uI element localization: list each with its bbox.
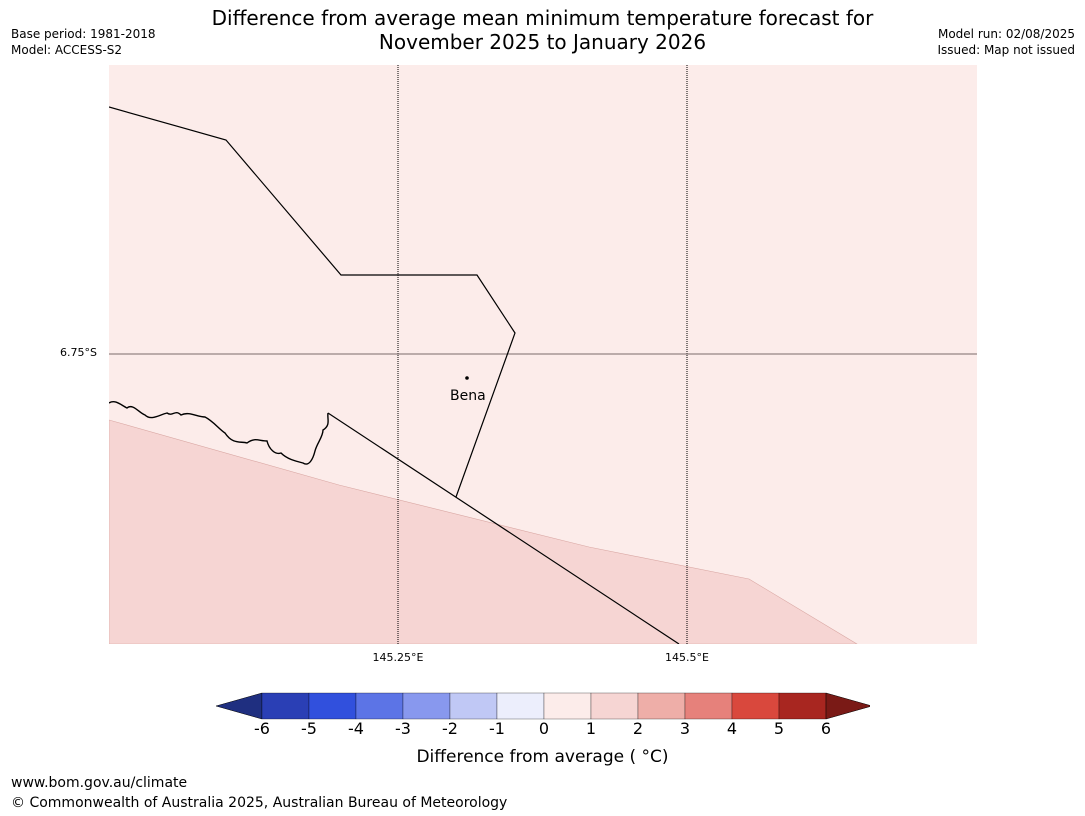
model-name: Model: ACCESS-S2 — [11, 43, 123, 57]
colorbar-tick: -2 — [442, 719, 458, 738]
issued-status: Issued: Map not issued — [937, 43, 1075, 57]
base-period: Base period: 1981-2018 — [11, 27, 156, 41]
bena-marker[interactable] — [465, 376, 469, 380]
footer-url[interactable]: www.bom.gov.au/climate — [11, 775, 188, 791]
colorbar-tick: 0 — [538, 719, 550, 738]
colorbar-tick: -4 — [348, 719, 364, 738]
colorbar-label: Difference from average ( °C) — [416, 747, 669, 767]
province-boundary-south — [327, 412, 680, 644]
model-run: Model run: 02/08/2025 — [937, 27, 1075, 41]
meta-right: Model run: 02/08/2025 Issued: Map not is… — [937, 26, 1075, 58]
province-boundary — [109, 106, 516, 498]
footer-copyright: © Commonwealth of Australia 2025, Austra… — [11, 795, 508, 811]
colorbar-arrow-high — [825, 692, 870, 720]
colorbar-segment — [637, 692, 686, 720]
colorbar-tick: -6 — [254, 719, 270, 738]
meta-left: Base period: 1981-2018 Model: ACCESS-S2 — [11, 26, 156, 58]
colorbar-tick: 2 — [632, 719, 644, 738]
lon-label-145-25: 145.25°E — [372, 651, 424, 664]
zone-2-to-3 — [109, 419, 858, 644]
colorbar-tick: -3 — [395, 719, 411, 738]
colorbar-tick: 6 — [820, 719, 832, 738]
lat-label-6-75: 6.75°S — [60, 346, 97, 359]
colorbar — [216, 692, 870, 720]
colorbar-segment — [590, 692, 639, 720]
colorbar-segment — [449, 692, 498, 720]
colorbar-tick: -5 — [301, 719, 317, 738]
colorbar-segment — [402, 692, 451, 720]
place-label-bena: Bena — [450, 388, 486, 404]
coastline — [109, 400, 329, 465]
colorbar-segment — [778, 692, 827, 720]
colorbar-segment — [308, 692, 357, 720]
colorbar-segment — [261, 692, 310, 720]
map-title: Difference from average mean minimum tem… — [0, 6, 1085, 54]
title-line-2: November 2025 to January 2026 — [378, 30, 707, 54]
colorbar-arrow-low — [216, 692, 263, 720]
colorbar-tick: 5 — [773, 719, 785, 738]
colorbar-tick: 1 — [585, 719, 597, 738]
lon-label-145-5: 145.5°E — [665, 651, 709, 664]
colorbar-segment — [543, 692, 592, 720]
title-line-1: Difference from average mean minimum tem… — [211, 6, 874, 30]
colorbar-segment — [684, 692, 733, 720]
colorbar-segment — [731, 692, 780, 720]
forecast-map[interactable] — [109, 65, 977, 644]
colorbar-tick: -1 — [489, 719, 505, 738]
colorbar-segment — [355, 692, 404, 720]
colorbar-tick: 4 — [726, 719, 738, 738]
colorbar-tick: 3 — [679, 719, 691, 738]
colorbar-segment — [496, 692, 545, 720]
